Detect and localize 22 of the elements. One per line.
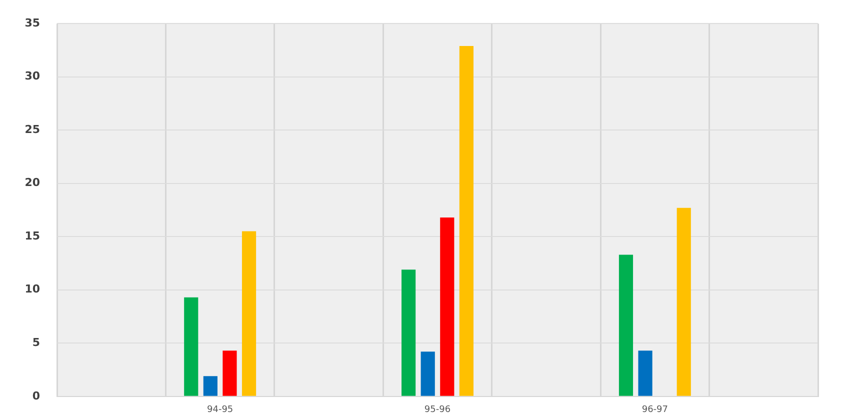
y-tick-label: 0 — [32, 389, 40, 402]
bar — [242, 231, 256, 396]
bar — [618, 254, 634, 396]
x-tick-label: 95-96 — [424, 405, 451, 416]
bar — [402, 270, 416, 396]
y-tick-label: 25 — [24, 122, 40, 136]
bar — [184, 297, 198, 396]
y-tick-label: 20 — [24, 176, 40, 190]
bar — [638, 350, 652, 396]
bar — [459, 46, 474, 396]
bar — [676, 208, 691, 396]
y-tick-label: 15 — [24, 229, 40, 242]
y-tick-label: 5 — [32, 336, 40, 349]
y-tick-label: 35 — [24, 16, 40, 30]
x-tick-label: 96-97 — [642, 405, 668, 416]
bar — [222, 350, 237, 396]
y-tick-label: 30 — [24, 70, 40, 83]
x-tick-label: 94-95 — [206, 405, 234, 416]
y-tick-label: 10 — [24, 282, 40, 296]
bar — [440, 217, 454, 396]
bar — [420, 352, 435, 396]
bar — [203, 376, 218, 396]
